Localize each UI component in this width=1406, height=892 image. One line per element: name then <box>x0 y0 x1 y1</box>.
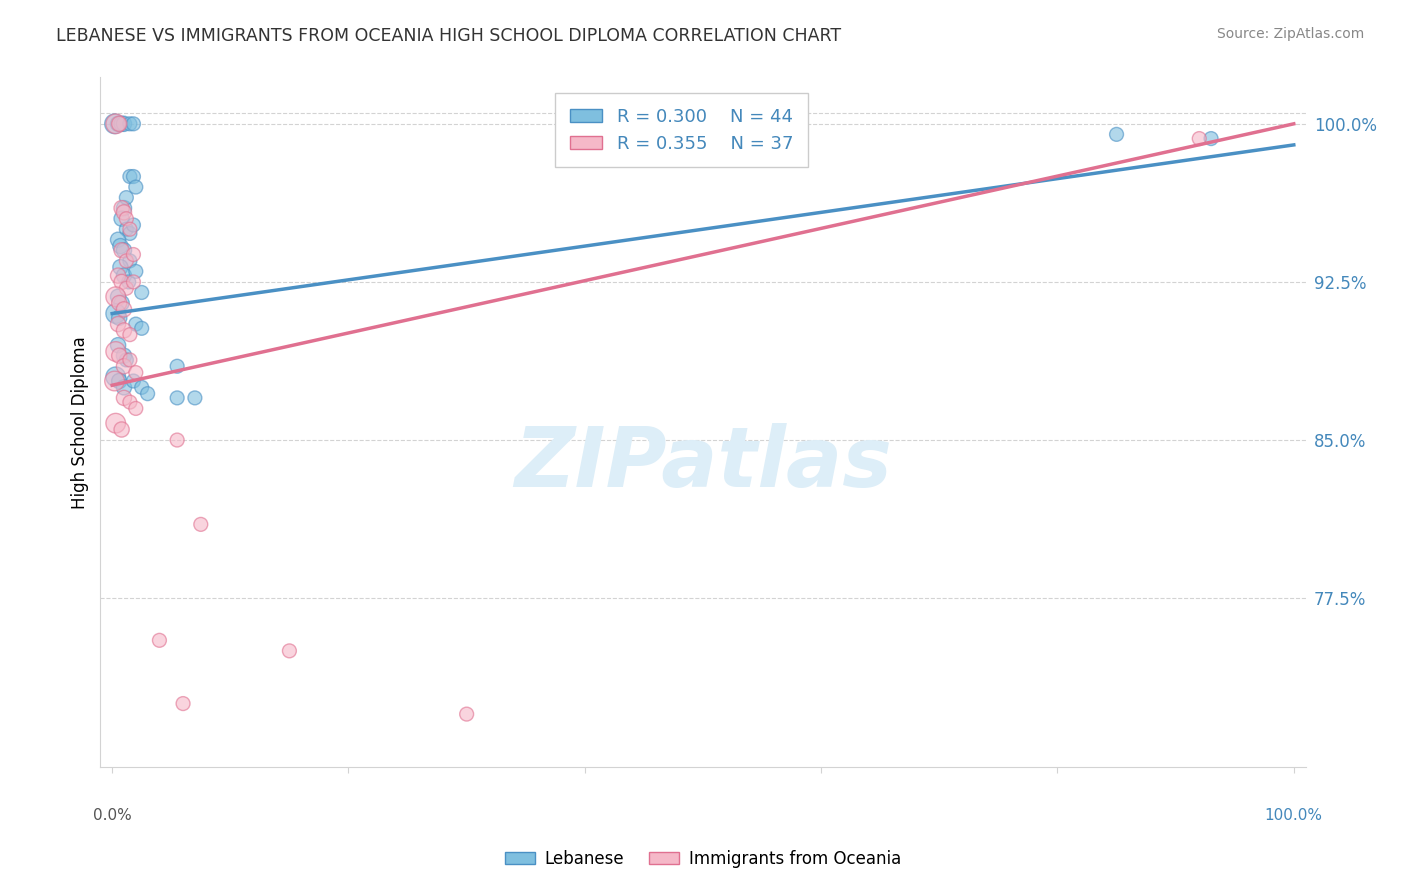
Point <box>115 191 138 205</box>
Point <box>104 290 127 304</box>
Point <box>104 416 127 430</box>
Legend: Lebanese, Immigrants from Oceania: Lebanese, Immigrants from Oceania <box>498 844 908 875</box>
Point <box>108 349 131 363</box>
Point <box>107 290 129 304</box>
Point <box>108 310 131 325</box>
Point <box>112 323 135 337</box>
Point <box>131 285 153 300</box>
Point <box>108 117 131 131</box>
Point <box>118 353 141 368</box>
Point <box>166 391 188 405</box>
Point <box>118 253 141 268</box>
Point <box>115 281 138 295</box>
Point <box>104 369 127 384</box>
Point <box>115 222 138 236</box>
Point <box>111 211 134 226</box>
Point <box>118 327 141 342</box>
Point <box>190 517 212 532</box>
Point <box>131 380 153 394</box>
Point <box>112 268 135 283</box>
Point <box>122 117 145 131</box>
Point <box>103 374 125 388</box>
Point <box>112 302 135 317</box>
Point <box>118 222 141 236</box>
Point <box>111 296 134 310</box>
Legend: R = 0.300    N = 44, R = 0.355    N = 37: R = 0.300 N = 44, R = 0.355 N = 37 <box>555 94 807 168</box>
Point <box>166 359 188 374</box>
Point <box>115 211 138 226</box>
Point <box>148 633 170 648</box>
Point <box>456 707 478 722</box>
Point <box>112 380 135 394</box>
Point <box>1188 131 1211 145</box>
Point <box>107 268 129 283</box>
Point <box>122 275 145 289</box>
Text: 0.0%: 0.0% <box>93 808 132 823</box>
Point <box>112 205 135 219</box>
Y-axis label: High School Diploma: High School Diploma <box>72 335 89 508</box>
Point <box>111 423 134 437</box>
Point <box>122 247 145 261</box>
Point <box>125 366 148 380</box>
Point <box>125 317 148 331</box>
Text: LEBANESE VS IMMIGRANTS FROM OCEANIA HIGH SCHOOL DIPLOMA CORRELATION CHART: LEBANESE VS IMMIGRANTS FROM OCEANIA HIGH… <box>56 27 841 45</box>
Point <box>112 349 135 363</box>
Point <box>172 697 194 711</box>
Point <box>104 307 127 321</box>
Point <box>110 239 132 253</box>
Point <box>108 296 131 310</box>
Point <box>1199 131 1222 145</box>
Point <box>122 374 145 388</box>
Point <box>115 253 138 268</box>
Point <box>136 386 159 401</box>
Point <box>118 117 141 131</box>
Point <box>107 338 129 352</box>
Text: ZIPatlas: ZIPatlas <box>515 423 891 504</box>
Point <box>118 169 141 184</box>
Point <box>112 117 135 131</box>
Point <box>125 264 148 278</box>
Point <box>103 117 125 131</box>
Point <box>125 180 148 194</box>
Point <box>184 391 207 405</box>
Point <box>108 374 131 388</box>
Point <box>112 201 135 215</box>
Point <box>111 201 134 215</box>
Point <box>122 169 145 184</box>
Point <box>278 644 301 658</box>
Point <box>125 401 148 416</box>
Point <box>112 391 135 405</box>
Point <box>104 344 127 359</box>
Point <box>118 395 141 409</box>
Text: Source: ZipAtlas.com: Source: ZipAtlas.com <box>1216 27 1364 41</box>
Point <box>111 117 134 131</box>
Point <box>107 233 129 247</box>
Point <box>131 321 153 335</box>
Point <box>122 218 145 232</box>
Point <box>112 244 135 258</box>
Point <box>104 117 127 131</box>
Point <box>115 353 138 368</box>
Point <box>118 275 141 289</box>
Point <box>111 244 134 258</box>
Point <box>1105 128 1128 142</box>
Point <box>107 117 129 131</box>
Point <box>112 359 135 374</box>
Point <box>107 317 129 331</box>
Point <box>118 227 141 241</box>
Point <box>110 260 132 275</box>
Text: 100.0%: 100.0% <box>1265 808 1323 823</box>
Point <box>111 275 134 289</box>
Point <box>166 433 188 447</box>
